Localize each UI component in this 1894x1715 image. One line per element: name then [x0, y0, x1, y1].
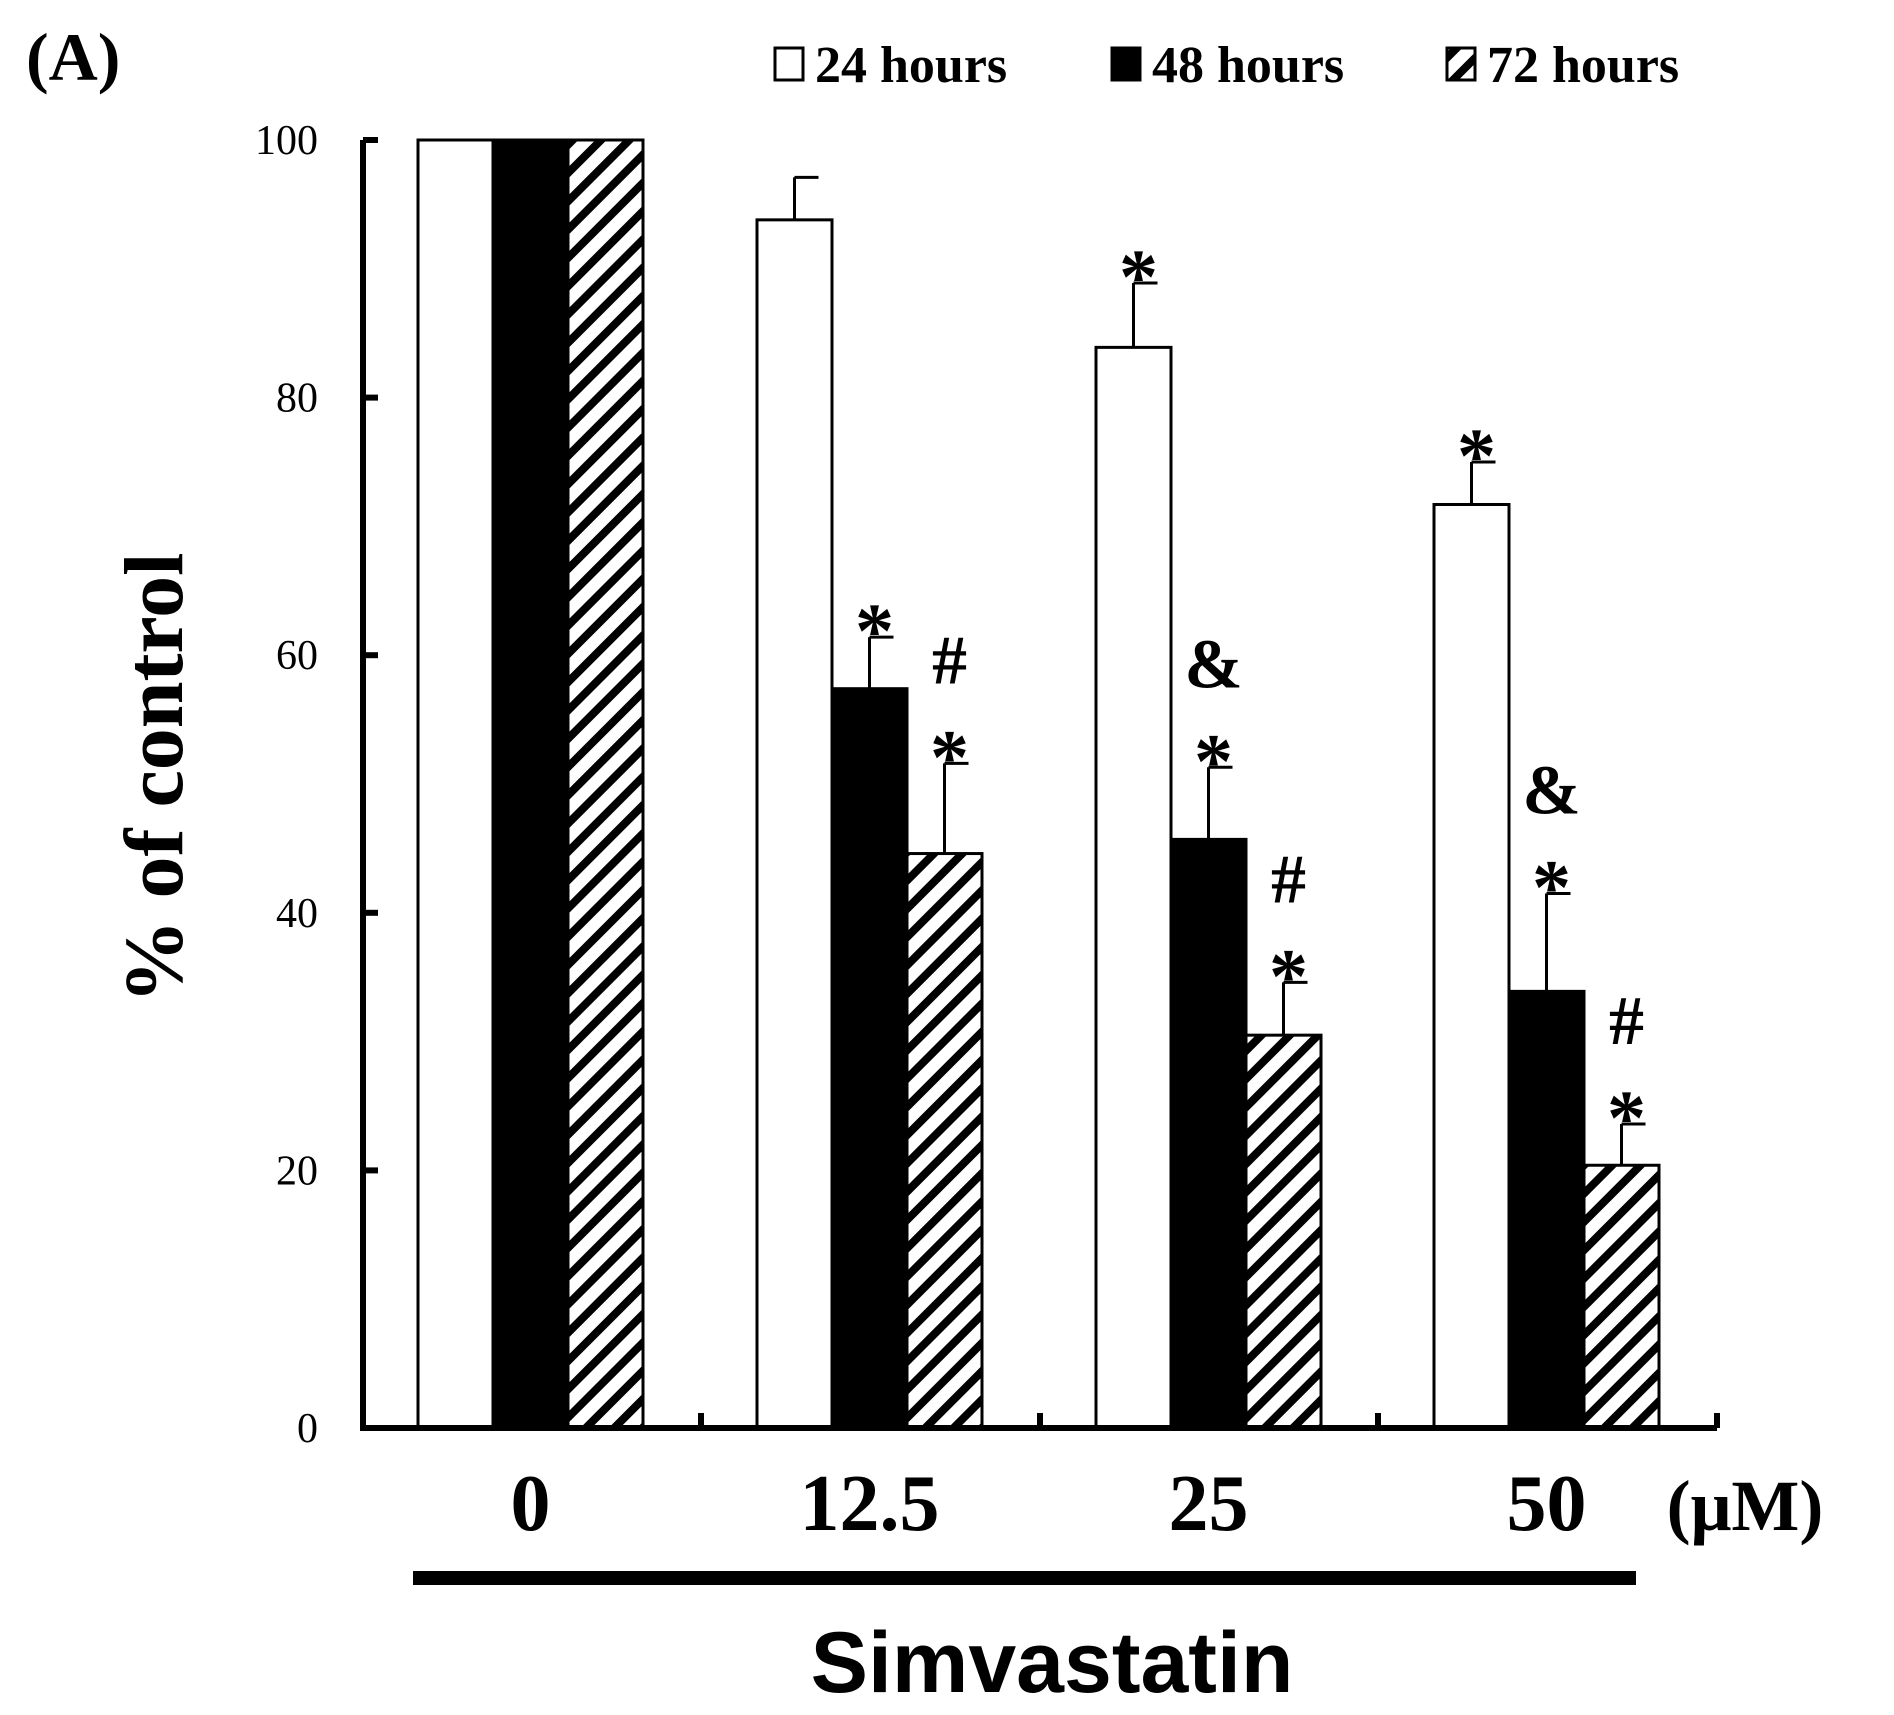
significance-marker: #	[1271, 841, 1306, 918]
legend-label: 24 hours	[815, 37, 1007, 94]
y-tick-label: 60	[276, 633, 318, 679]
significance-marker: *	[1269, 932, 1308, 1019]
x-ticks-group: 0 12.5 25 50	[511, 1413, 1720, 1548]
significance-marker: *	[1457, 412, 1496, 499]
bar	[416, 138, 495, 1430]
significance-marker: *	[1119, 233, 1158, 320]
bar	[755, 218, 834, 1430]
annotations-group: * * * * & * & * # * # * #	[855, 233, 1646, 1161]
significance-marker: #	[932, 622, 967, 699]
legend-swatch	[1110, 46, 1142, 82]
legend-swatch	[1445, 46, 1477, 82]
legend-label: 72 hours	[1487, 37, 1679, 94]
significance-marker: *	[1194, 717, 1233, 804]
legend-swatch	[773, 46, 805, 82]
y-tick-label: 100	[255, 118, 318, 164]
bar	[491, 138, 570, 1430]
bar	[1432, 503, 1511, 1430]
bar	[1507, 989, 1586, 1430]
significance-marker: *	[855, 587, 894, 674]
significance-marker: *	[1532, 843, 1571, 930]
legend: 24 hours 48 hours 72 hours	[773, 37, 1679, 94]
error-bars-group	[793, 175, 1646, 1166]
x-tick-label: 12.5	[800, 1460, 940, 1548]
x-tick-label: 50	[1507, 1460, 1587, 1548]
group-label: Simvastatin	[811, 1615, 1294, 1711]
bars-group	[416, 138, 1661, 1430]
legend-label: 48 hours	[1152, 37, 1344, 94]
bar	[830, 687, 909, 1430]
y-tick-label: 80	[276, 376, 318, 422]
bar	[1244, 1033, 1323, 1430]
y-ticks-group: 0 20 40 60 80 100	[255, 118, 378, 1452]
x-tick-label: 25	[1169, 1460, 1249, 1548]
y-tick-label: 0	[297, 1406, 318, 1452]
y-axis-label: % of control	[108, 552, 201, 1003]
bar	[905, 852, 984, 1430]
significance-marker: *	[1607, 1074, 1646, 1161]
bar	[1169, 837, 1248, 1430]
bar	[1094, 345, 1173, 1430]
significance-marker: #	[1609, 983, 1644, 1060]
bar	[1582, 1163, 1661, 1430]
x-tick-label: 0	[511, 1460, 551, 1548]
y-tick-label: 20	[276, 1148, 318, 1194]
panel-label: (A)	[26, 19, 120, 95]
y-tick-label: 40	[276, 891, 318, 937]
bar	[566, 138, 645, 1430]
unit-label: (μM)	[1667, 1466, 1824, 1546]
significance-marker: *	[930, 713, 969, 800]
significance-marker: &	[1184, 626, 1242, 703]
significance-marker: &	[1522, 752, 1580, 829]
